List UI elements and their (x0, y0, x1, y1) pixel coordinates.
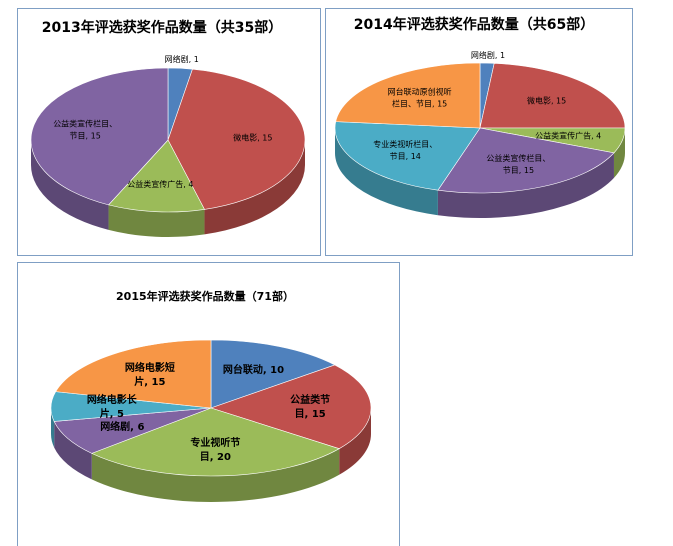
data-label: 目, 15 (295, 408, 326, 420)
data-label: 节目, 14 (390, 152, 421, 161)
pie-slice (91, 407, 340, 477)
pie-side (437, 152, 614, 218)
pie-chart: 2013年评选获奖作品数量（共35部） 网络剧, 1 微电影, 15 公益类宣传广告,… (30, 19, 306, 237)
chart-title: 2015年评选获奖作品数量（71部） (116, 289, 294, 303)
panel-border (17, 262, 400, 546)
chart-title: 2014年评选获奖作品数量（共65部） (354, 16, 594, 33)
data-label: 微电影, 15 (527, 95, 566, 105)
panel-border (17, 8, 321, 256)
data-label: 微电影, 15 (233, 132, 272, 142)
data-label: 目, 20 (200, 451, 231, 463)
pie-side (51, 408, 55, 448)
pie-side (91, 448, 340, 502)
data-label: 公益类宣传栏目、 (486, 153, 550, 163)
pie-side (108, 204, 205, 237)
data-label: 网络剧, 1 (165, 54, 199, 64)
pie-slice (30, 67, 169, 206)
data-label: 网络剧, 1 (471, 50, 505, 60)
data-label: 专业视听节 (190, 436, 240, 449)
data-label: 节目, 15 (503, 166, 534, 175)
data-label: 公益类节 (290, 393, 330, 406)
data-label: 公益类宣传广告, 4 (535, 130, 601, 140)
data-label: 公益类宣传栏目、 (53, 119, 117, 129)
data-label: 网台联动, 10 (223, 363, 284, 376)
data-label: 公益类宣传广告, 4 (127, 179, 193, 189)
pie-slice (210, 339, 336, 409)
pie-slice (334, 121, 481, 191)
pie-side (613, 128, 625, 178)
pie-chart: 2014年评选获奖作品数量（共65部） 网络剧, 1 微电影, 15 公益类宣传广告,… (334, 16, 626, 218)
pie-slice (437, 127, 615, 194)
panel-border (325, 8, 633, 256)
data-label: 专业类视听栏目、 (373, 139, 437, 149)
data-label: 节目, 15 (70, 132, 101, 141)
data-label: 栏目、节目, 15 (392, 99, 447, 109)
pie-side (204, 140, 305, 235)
data-label: 网络电影短 (125, 361, 175, 374)
pie-slice (479, 63, 626, 129)
data-label: 片, 5 (100, 407, 124, 420)
data-label: 网络电影长 (87, 393, 138, 406)
pie-side (335, 128, 438, 216)
data-label: 片, 15 (134, 375, 165, 388)
pie-slice (55, 339, 212, 409)
pie-slice (335, 62, 481, 129)
data-label: 网络剧, 6 (100, 420, 144, 433)
data-label: 网台联动原创视听 (388, 87, 452, 97)
pie-slice (53, 407, 212, 454)
pie-slice (167, 68, 306, 210)
chart-title: 2013年评选获奖作品数量（共35部） (42, 19, 282, 36)
pie-side (30, 140, 109, 230)
pie-side (54, 421, 92, 480)
pie-side (339, 408, 371, 475)
pie-slice (107, 139, 205, 213)
pie-slice (210, 364, 372, 450)
